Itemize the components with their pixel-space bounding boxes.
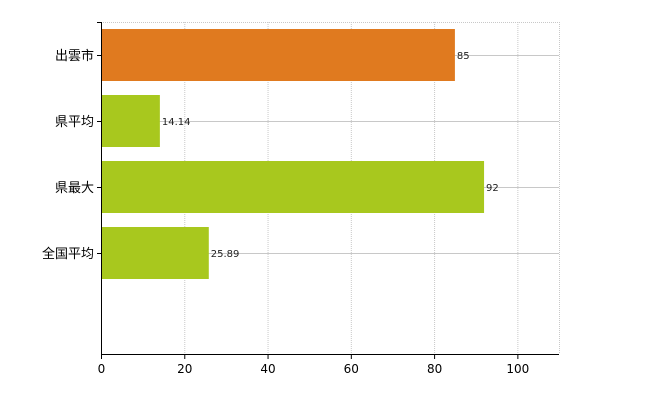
value-label-3: 25.89	[211, 249, 240, 260]
bar-0	[102, 29, 455, 81]
axes	[97, 22, 559, 359]
bar-3	[102, 227, 209, 279]
category-label-1: 県平均	[55, 115, 94, 130]
x-tick-label-5: 100	[506, 362, 529, 376]
category-label-3: 全国平均	[42, 246, 94, 262]
value-labels: 85 14.14 92 25.89	[162, 51, 499, 260]
bar-2	[102, 161, 485, 213]
value-label-1: 14.14	[162, 117, 191, 128]
value-label-2: 92	[486, 183, 499, 194]
bars	[102, 29, 485, 279]
x-tick-label-1: 20	[177, 362, 192, 376]
x-tick-label-3: 60	[344, 362, 359, 376]
x-tick-label-2: 40	[260, 362, 275, 376]
category-label-0: 出雲市	[55, 48, 94, 64]
x-tick-label-4: 80	[427, 362, 442, 376]
bar-1	[102, 95, 160, 147]
category-label-2: 県最大	[55, 181, 94, 196]
tick-labels: 0 20 40 60 80 100	[98, 362, 530, 376]
x-tick-label-0: 0	[98, 362, 106, 376]
value-label-0: 85	[457, 51, 470, 62]
